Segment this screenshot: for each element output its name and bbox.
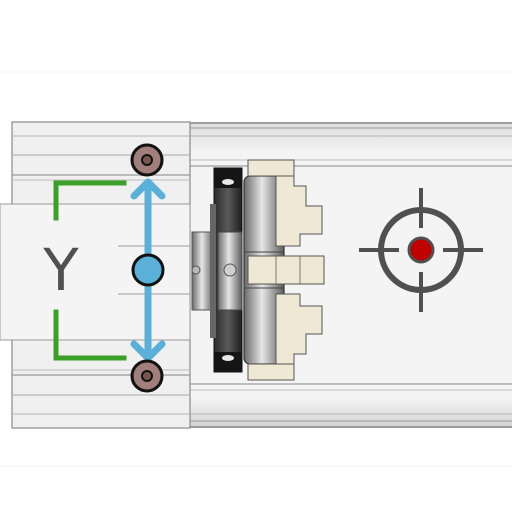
pivot-icon [131, 253, 165, 287]
top-band [0, 0, 512, 72]
chuck-assembly [191, 159, 325, 381]
upper-pin-icon [130, 143, 164, 177]
crosshair-target-icon [359, 188, 483, 312]
y-range-bracket [53, 180, 127, 361]
lower-pin-icon [130, 359, 164, 393]
y-axis-label: Y [43, 236, 79, 304]
